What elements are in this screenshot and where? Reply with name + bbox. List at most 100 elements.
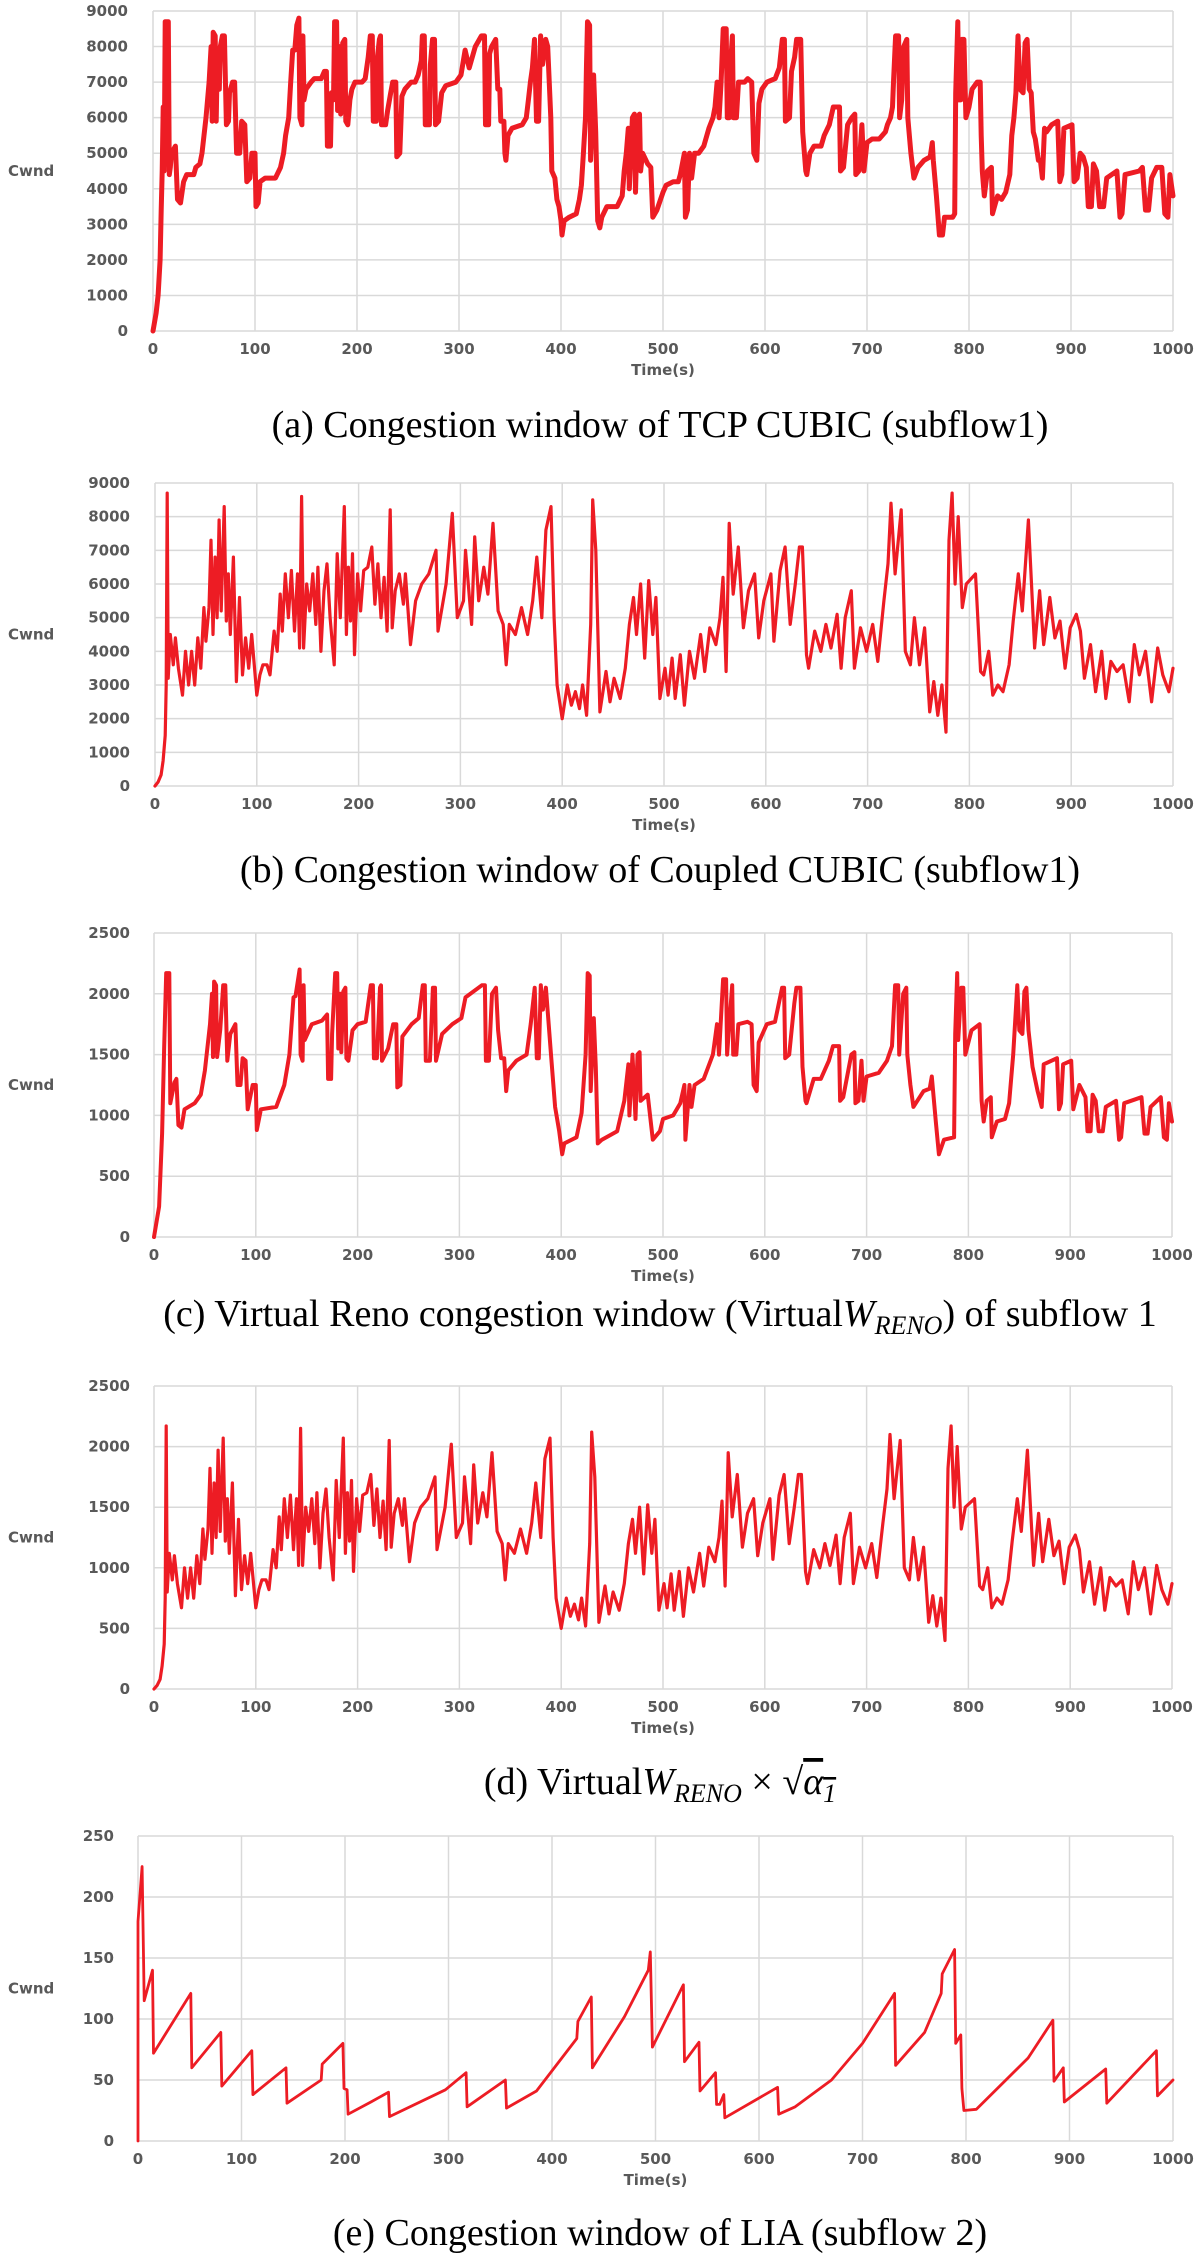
x-tick-label: 100 [240,1246,271,1264]
x-tick-label: 900 [1056,795,1087,813]
chart-d: 0 500 1000 1500 2000 2500 0 100 200 300 400 500 600 7… [8,1377,1193,1808]
y-tick-label: 1500 [88,1046,130,1064]
chart-caption: (b) Congestion window of Coupled CUBIC (… [240,849,1080,891]
x-tick-label: 900 [1055,340,1086,358]
y-tick-label: 4000 [86,180,128,198]
caption-part: (d) Virtual [484,1761,642,1803]
x-tick-label: 300 [443,340,474,358]
x-tick-label: 700 [851,340,882,358]
y-axis-title: Cwnd [8,162,54,180]
x-tick-label: 600 [750,795,781,813]
y-tick-label: 8000 [88,508,130,526]
series-line-cwnd [152,1424,1174,1691]
x-tick-label: 400 [545,340,576,358]
x-axis-title: Time(s) [631,1267,695,1285]
x-tick-label: 600 [749,1246,780,1264]
caption-part: (e) Congestion window of LIA (subflow 2) [333,2212,987,2254]
y-tick-label: 2000 [86,251,128,269]
y-tick-label: 0 [120,1228,130,1246]
x-tick-label: 100 [241,795,272,813]
y-axis-title: Cwnd [8,626,54,644]
x-tick-label: 400 [547,795,578,813]
y-tick-label: 9000 [88,474,130,492]
x-tick-label: 0 [150,795,160,813]
y-tick-label: 7000 [88,541,130,559]
x-tick-label: 100 [226,2150,257,2168]
y-tick-label: 2500 [88,1377,130,1395]
x-tick-label: 0 [149,1246,159,1264]
x-tick-label: 600 [743,2150,774,2168]
y-tick-label: 500 [99,1167,130,1185]
y-tick-label: 8000 [86,38,128,56]
caption-part: α [803,1761,824,1803]
chart-c: 0 500 1000 1500 2000 2500 0 100 200 300 400 500 600 7… [8,924,1193,1340]
y-tick-label: 2000 [88,985,130,1003]
y-tick-label: 5000 [86,144,128,162]
x-axis-title: Time(s) [631,1719,695,1737]
x-tick-label: 600 [749,340,780,358]
x-tick-label: 200 [341,340,372,358]
chart-caption: (d) VirtualWRENO × √α1 [484,1761,836,1808]
y-tick-label: 1500 [88,1498,130,1516]
chart-caption: (e) Congestion window of LIA (subflow 2) [333,2212,987,2254]
y-tick-label: 3000 [88,676,130,694]
x-tick-label: 500 [640,2150,671,2168]
x-tick-label: 600 [749,1698,780,1716]
x-tick-label: 900 [1054,2150,1085,2168]
chart-caption: (c) Virtual Reno congestion window (Virt… [163,1293,1156,1340]
x-tick-label: 700 [847,2150,878,2168]
y-tick-label: 0 [120,1680,130,1698]
x-tick-label: 500 [648,795,679,813]
x-tick-label: 0 [133,2150,143,2168]
x-tick-label: 400 [546,1246,577,1264]
x-tick-label: 500 [647,1246,678,1264]
caption-part: W [642,1761,677,1803]
series-line-cwnd [153,491,1175,788]
x-tick-label: 800 [953,340,984,358]
x-tick-label: 300 [445,795,476,813]
x-axis-title: Time(s) [631,361,695,379]
x-tick-label: 800 [954,795,985,813]
y-tick-label: 0 [104,2132,114,2150]
caption-part: (b) Congestion window of Coupled CUBIC (… [240,849,1080,891]
y-tick-label: 2500 [88,924,130,942]
y-axis-title: Cwnd [8,1980,54,1998]
x-axis-title: Time(s) [624,2171,688,2189]
x-axis-title: Time(s) [632,816,696,834]
series-line-cwnd [150,15,1176,334]
x-tick-label: 700 [851,1698,882,1716]
y-tick-label: 3000 [86,215,128,233]
x-tick-label: 700 [852,795,883,813]
x-tick-label: 300 [433,2150,464,2168]
caption-part: RENO [874,1311,943,1340]
y-axis-title: Cwnd [8,1529,54,1547]
y-tick-label: 1000 [88,743,130,761]
caption-part: (a) Congestion window of TCP CUBIC (subf… [272,404,1049,446]
caption-part: W [843,1293,878,1335]
x-tick-label: 400 [536,2150,567,2168]
y-tick-label: 5000 [88,609,130,627]
y-tick-label: 1000 [88,1106,130,1124]
y-tick-label: 4000 [88,642,130,660]
y-tick-label: 0 [120,777,130,795]
x-tick-label: 0 [148,340,158,358]
x-tick-label: 0 [149,1698,159,1716]
y-tick-label: 6000 [86,109,128,127]
x-tick-label: 1000 [1152,2150,1194,2168]
x-tick-label: 100 [239,340,270,358]
y-tick-label: 9000 [86,2,128,20]
y-tick-label: 50 [93,2071,114,2089]
caption-part: (c) Virtual Reno congestion window (Virt… [163,1293,843,1335]
x-tick-label: 800 [953,1246,984,1264]
y-tick-label: 1000 [88,1559,130,1577]
chart-a: 0 1000 2000 3000 4000 5000 6000 7000 8000 9000 0 10… [8,2,1194,446]
y-tick-label: 7000 [86,73,128,91]
chart-b: 0 1000 2000 3000 4000 5000 6000 7000 8000 9000 0 10… [8,474,1194,891]
series-line-cwnd [136,1865,1175,2143]
y-tick-label: 1000 [86,286,128,304]
x-tick-label: 1000 [1151,1246,1193,1264]
x-tick-label: 200 [343,795,374,813]
y-tick-label: 0 [118,322,128,340]
x-tick-label: 900 [1055,1246,1086,1264]
